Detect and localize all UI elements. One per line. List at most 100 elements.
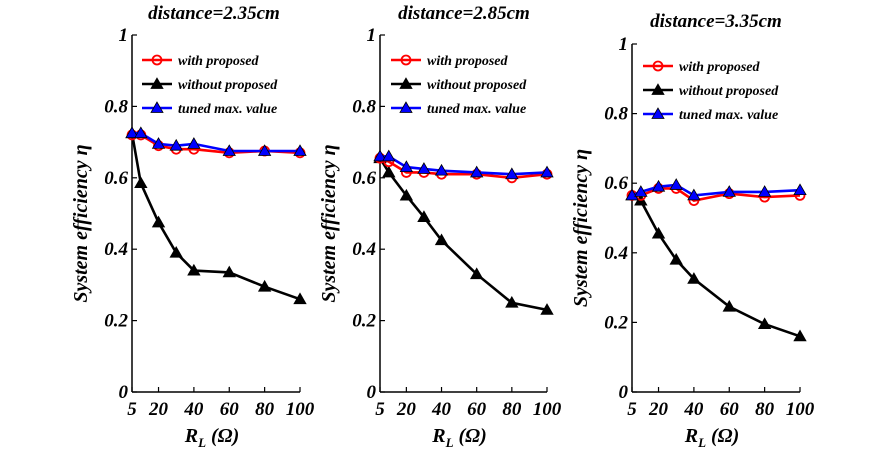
data-point	[382, 165, 396, 178]
x-axis-label: RL (Ω)	[431, 425, 487, 450]
data-point	[793, 329, 807, 342]
chart-title: distance=3.35cm	[650, 11, 782, 32]
x-axis-label: RL (Ω)	[684, 425, 740, 450]
x-tick-label: 20	[148, 399, 169, 420]
y-axis-label: System efficiency η	[570, 149, 592, 307]
legend-label: with proposed	[178, 54, 260, 69]
data-point	[634, 185, 648, 197]
y-axis-label: System efficiency η	[318, 144, 340, 302]
x-axis-label-subscript: L	[445, 435, 454, 450]
data-point	[187, 137, 201, 149]
y-tick-label: 1	[619, 34, 629, 55]
y-tick-label: 0.6	[104, 168, 128, 189]
data-point	[757, 317, 772, 330]
legend-label: without proposed	[679, 84, 779, 99]
data-point	[293, 144, 307, 156]
data-point	[169, 245, 183, 258]
x-axis-label-unit: (Ω)	[706, 425, 739, 447]
legend-marker	[151, 54, 163, 66]
y-tick-label: 0.4	[604, 243, 628, 264]
x-tick-label: 5	[627, 399, 637, 420]
x-tick-label: 100	[533, 399, 562, 420]
data-point	[382, 149, 396, 162]
x-axis-label-main: R	[184, 425, 198, 447]
y-tick-label: 0.2	[104, 311, 128, 332]
legend-label: without proposed	[178, 78, 278, 93]
x-tick-label: 80	[255, 399, 275, 420]
x-tick-label: 40	[183, 399, 204, 420]
legend-marker	[150, 101, 164, 113]
chart-panel-1: distance=2.35cm 0 0.2 0.4 0.6 0.8 1 5 20 40 60 80 10…	[70, 3, 315, 450]
data-point	[669, 252, 683, 265]
x-axis-label-subscript: L	[197, 435, 206, 450]
x-tick-label: 60	[220, 399, 240, 420]
data-point	[134, 176, 148, 189]
data-point	[757, 185, 772, 197]
y-tick-label: 0.8	[352, 96, 376, 117]
x-tick-label: 80	[502, 399, 522, 420]
y-tick-label: 0.6	[352, 168, 376, 189]
data-point	[722, 185, 736, 197]
data-point	[417, 210, 431, 222]
data-point	[505, 295, 519, 308]
y-tick-label: 0.4	[352, 239, 376, 260]
y-tick-label: 0.4	[104, 239, 128, 260]
chart-title: distance=2.35cm	[148, 3, 280, 24]
y-axis-label: System efficiency η	[70, 144, 92, 302]
data-point	[687, 188, 701, 201]
y-tick-label: 0	[619, 382, 629, 403]
data-point	[151, 215, 166, 228]
legend-marker	[399, 77, 413, 89]
x-axis-label-subscript: L	[697, 435, 706, 450]
y-tick-label: 0.6	[604, 173, 628, 194]
legend-label: with proposed	[427, 54, 509, 69]
data-point	[434, 163, 449, 176]
data-point	[651, 226, 666, 239]
x-axis-label-unit: (Ω)	[454, 425, 487, 447]
x-tick-label: 100	[786, 399, 815, 420]
x-tick-label: 20	[396, 399, 417, 420]
y-tick-label: 1	[367, 25, 377, 46]
x-axis-label: RL (Ω)	[184, 425, 240, 450]
legend-marker	[399, 101, 413, 113]
legend-label: tuned max. value	[679, 108, 778, 123]
series-line-1	[631, 194, 801, 338]
data-point	[469, 267, 484, 280]
legend-marker	[652, 60, 664, 72]
x-tick-label: 40	[683, 399, 704, 420]
legend-label: with proposed	[679, 60, 761, 75]
data-point	[540, 165, 554, 178]
x-tick-label: 20	[648, 399, 669, 420]
x-axis-label-unit: (Ω)	[206, 425, 239, 447]
legend-label: without proposed	[427, 78, 527, 93]
data-point	[169, 138, 183, 151]
data-point	[257, 279, 272, 292]
x-axis-label-main: R	[431, 425, 445, 447]
series-line-1	[378, 157, 548, 312]
legend-marker	[651, 83, 665, 95]
data-point	[434, 233, 449, 246]
x-tick-label: 40	[431, 399, 452, 420]
data-point	[257, 144, 272, 156]
data-point	[125, 126, 139, 139]
data-point	[469, 165, 484, 178]
x-tick-label: 60	[467, 399, 487, 420]
y-tick-label: 0.2	[352, 311, 376, 332]
x-tick-label: 60	[720, 399, 740, 420]
data-point	[687, 272, 701, 284]
x-tick-label: 5	[375, 399, 385, 420]
legend-label: tuned max. value	[178, 102, 277, 117]
y-tick-label: 0	[367, 382, 377, 403]
chart-panel-2: distance=2.85cm 0 0.2 0.4 0.6 0.8 1 5 20 40 60 80 10…	[318, 3, 562, 450]
y-tick-label: 1	[119, 25, 129, 46]
legend-marker	[150, 77, 164, 89]
y-tick-label: 0.8	[104, 96, 128, 117]
data-point	[505, 167, 519, 180]
data-point	[187, 263, 201, 276]
data-point	[540, 303, 554, 315]
data-point	[399, 160, 414, 172]
x-axis-label-main: R	[684, 425, 698, 447]
series-line-0	[379, 156, 548, 180]
data-point	[399, 188, 414, 201]
